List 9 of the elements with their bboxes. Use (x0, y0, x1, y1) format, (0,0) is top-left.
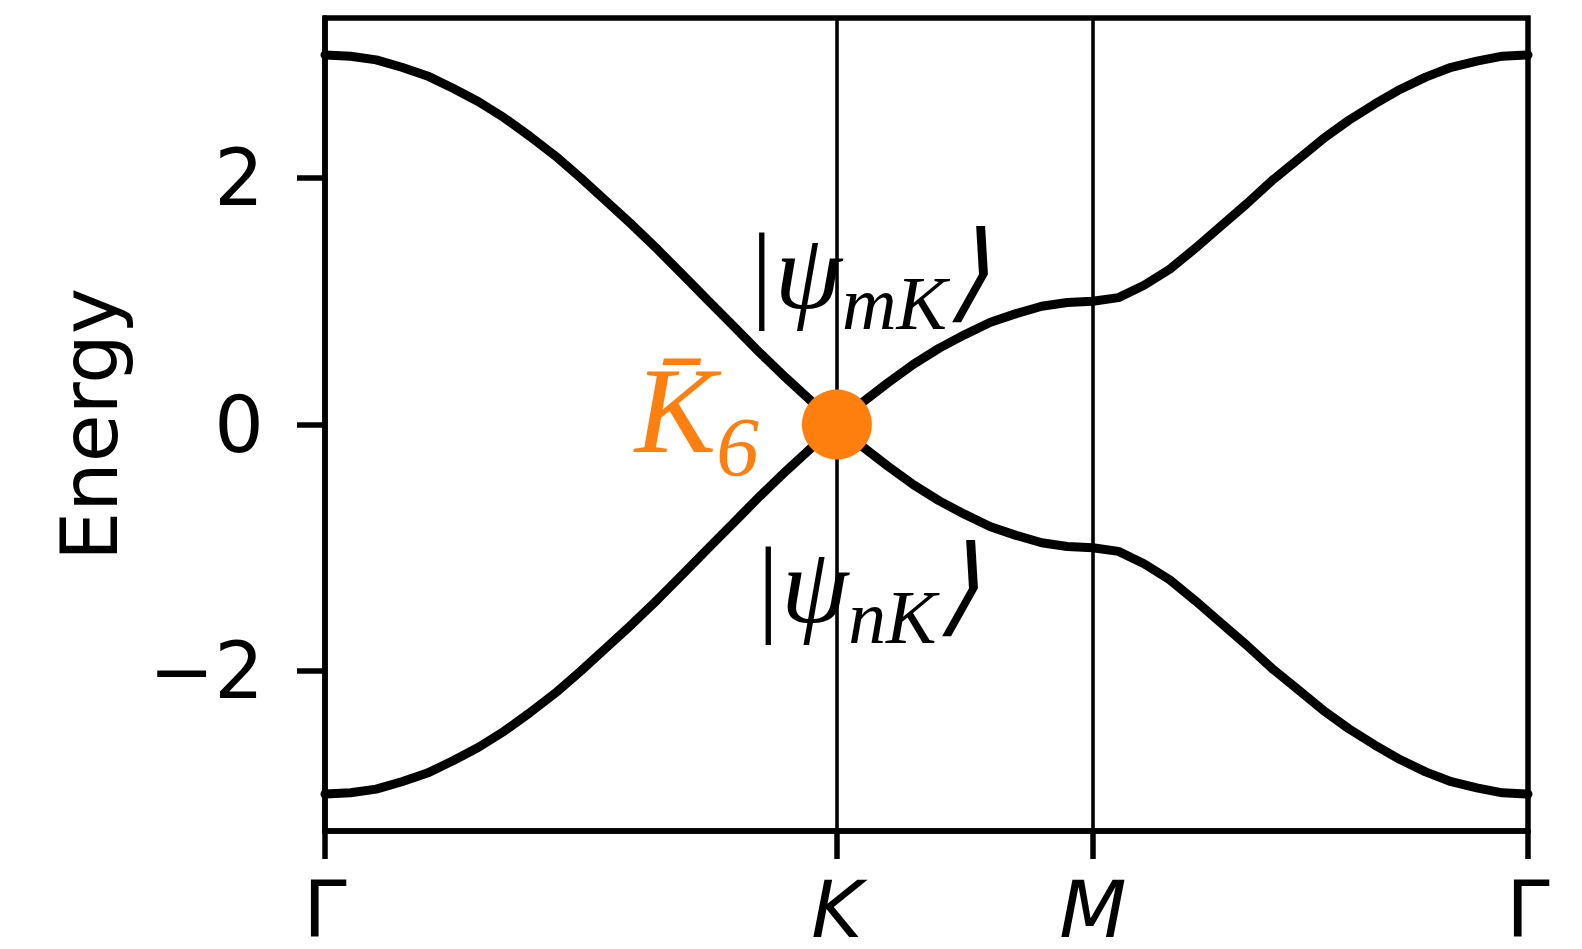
x-tick-label: K (811, 865, 869, 949)
y-tick-label: 2 (214, 133, 264, 224)
y-tick-label: −2 (149, 625, 264, 716)
series-label: K̄$_{6}$ (634, 342, 759, 494)
x-tick-label: Γ (1506, 865, 1551, 949)
x-tick-label: M (1059, 865, 1127, 949)
y-tick-label: 0 (214, 379, 264, 470)
x-tick-label: Γ (303, 865, 348, 949)
y-axis-title: Energy (45, 287, 135, 562)
